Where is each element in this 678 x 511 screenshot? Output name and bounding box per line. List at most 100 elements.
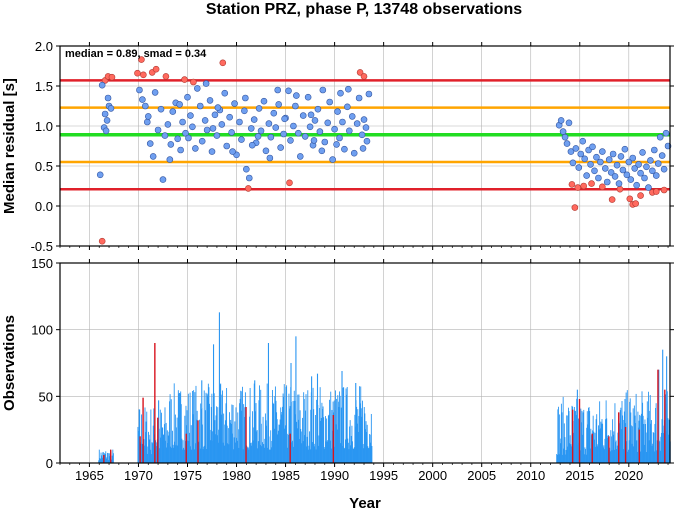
observation-bar (605, 400, 607, 463)
observation-bar (282, 406, 283, 463)
observation-bar (280, 407, 282, 463)
observation-bar-outlier (618, 412, 620, 463)
outlier-data-point (286, 179, 293, 187)
observation-bar (340, 407, 342, 463)
observation-bar (344, 439, 346, 463)
observation-bar (221, 394, 223, 463)
observation-bar (313, 443, 315, 463)
observation-bar (610, 430, 612, 463)
observation-bar (239, 398, 241, 463)
observation-bar (351, 425, 353, 463)
observation-bar (256, 430, 258, 463)
observation-bar (653, 451, 655, 463)
observation-bar (639, 415, 641, 463)
observation-bar (646, 401, 648, 463)
normal-data-point (652, 172, 660, 179)
observation-bar (367, 448, 369, 463)
observation-bar (633, 405, 635, 463)
observation-bar (370, 442, 372, 463)
observation-bar (565, 454, 566, 463)
observation-bar (599, 428, 601, 463)
observation-bar (612, 434, 614, 463)
outlier-data-point (98, 237, 106, 245)
observation-bar (244, 407, 246, 463)
observation-bar (233, 449, 235, 463)
observation-bar (146, 454, 148, 463)
normal-data-point (139, 96, 146, 103)
observation-bar (240, 390, 242, 463)
observation-bar (232, 405, 234, 463)
observation-bar (257, 441, 259, 463)
bottom-x-tick-label: 2020 (614, 468, 643, 483)
observation-bar (601, 419, 603, 463)
observation-bar (194, 443, 196, 463)
observation-bar (302, 441, 304, 463)
normal-data-point (360, 116, 368, 123)
observation-bar (270, 430, 272, 463)
observation-bar (187, 440, 189, 463)
observation-bar (213, 393, 215, 463)
observation-bar (109, 456, 111, 463)
outlier-data-point (588, 180, 595, 187)
observation-bar (646, 452, 648, 463)
normal-data-point (623, 171, 631, 179)
observation-bar (237, 412, 239, 463)
observation-bar (153, 408, 155, 463)
observation-bar (177, 445, 179, 463)
observation-bar (162, 427, 164, 463)
observation-bar (167, 435, 169, 463)
observation-bar (575, 414, 577, 463)
bottom-y-tick-label: 150 (31, 256, 53, 271)
observation-bar (337, 395, 339, 463)
observation-bar (232, 433, 233, 463)
observation-bar (667, 418, 669, 463)
observation-bar (652, 432, 654, 463)
observation-bar (195, 385, 197, 463)
observation-bar (105, 458, 107, 463)
observation-bar (353, 447, 355, 463)
observation-bar (647, 417, 649, 463)
observation-bar (265, 420, 267, 463)
observation-bar (324, 416, 326, 463)
normal-data-point (166, 156, 174, 163)
normal-data-point (579, 137, 587, 145)
normal-data-point (214, 104, 222, 111)
observation-bar (219, 384, 221, 463)
observation-bar (321, 402, 323, 463)
normal-data-point (102, 127, 110, 135)
observation-bar (223, 445, 225, 463)
observation-bar (156, 442, 158, 463)
observation-bar-peak (341, 371, 343, 463)
normal-data-point (243, 165, 250, 173)
observation-bar (230, 419, 232, 463)
observation-bar (160, 437, 162, 463)
observation-bar (317, 445, 319, 463)
normal-data-point (567, 148, 575, 155)
observation-bar (599, 401, 601, 463)
observation-bar (277, 430, 279, 463)
observation-bar (168, 431, 170, 463)
observation-bar (193, 390, 195, 463)
observation-bar (228, 444, 230, 463)
observation-bar (631, 443, 633, 463)
observation-bar (323, 447, 325, 463)
normal-data-point (229, 148, 236, 155)
observation-bar (356, 406, 358, 463)
observation-bar (352, 448, 354, 463)
outlier-data-point (574, 184, 582, 191)
observation-bar (312, 387, 314, 463)
observation-bar-outlier (624, 427, 627, 463)
observation-bar (107, 452, 108, 463)
observation-bar (560, 438, 562, 463)
observation-bar (292, 401, 294, 463)
observation-bar-outlier (289, 433, 291, 463)
observation-bar (301, 443, 303, 463)
observation-bar (145, 421, 147, 463)
observation-bar (330, 391, 332, 463)
observation-bar (214, 420, 216, 463)
observation-bar (588, 408, 589, 463)
observation-bar (230, 423, 232, 463)
normal-data-point (292, 102, 299, 110)
normal-data-point (272, 124, 280, 131)
observation-bar (338, 406, 340, 463)
